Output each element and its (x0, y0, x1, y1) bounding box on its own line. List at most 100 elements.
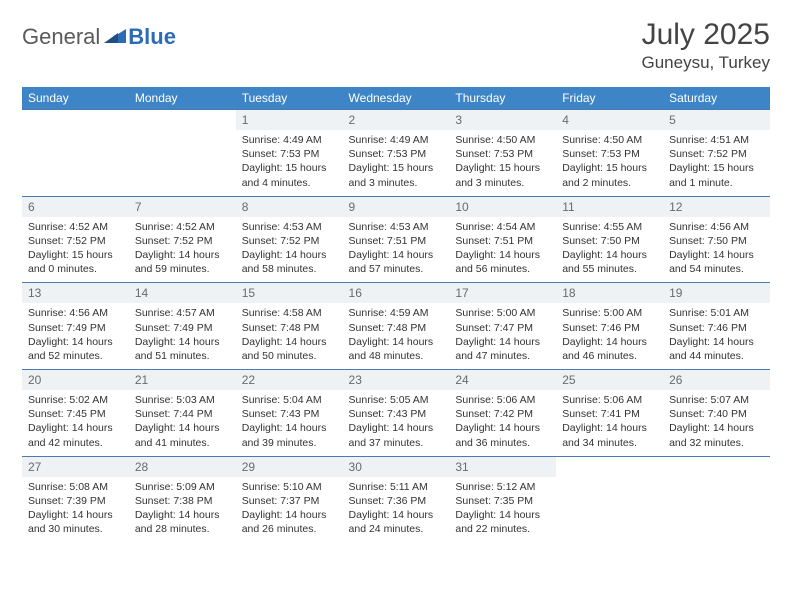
day-content-cell: Sunrise: 4:50 AMSunset: 7:53 PMDaylight:… (449, 130, 556, 196)
day-content-row: Sunrise: 4:49 AMSunset: 7:53 PMDaylight:… (22, 130, 770, 196)
brand-part1: General (22, 24, 100, 50)
day-content-cell: Sunrise: 5:09 AMSunset: 7:38 PMDaylight:… (129, 477, 236, 543)
weekday-header: Saturday (663, 87, 770, 110)
weekday-header: Monday (129, 87, 236, 110)
sunrise-text: Sunrise: 5:01 AM (669, 306, 764, 320)
daylight-text: Daylight: 14 hours and 51 minutes. (135, 335, 230, 363)
sunrise-text: Sunrise: 5:08 AM (28, 480, 123, 494)
day-number-cell: 2 (343, 110, 450, 131)
day-number-cell: 29 (236, 456, 343, 477)
sunset-text: Sunset: 7:42 PM (455, 407, 550, 421)
daylight-text: Daylight: 14 hours and 34 minutes. (562, 421, 657, 449)
day-content-row: Sunrise: 4:52 AMSunset: 7:52 PMDaylight:… (22, 217, 770, 283)
daylight-text: Daylight: 15 hours and 1 minute. (669, 161, 764, 189)
sunrise-text: Sunrise: 5:02 AM (28, 393, 123, 407)
day-content-cell: Sunrise: 5:06 AMSunset: 7:42 PMDaylight:… (449, 390, 556, 456)
daylight-text: Daylight: 14 hours and 59 minutes. (135, 248, 230, 276)
day-number-row: 20212223242526 (22, 370, 770, 391)
day-number-cell: 31 (449, 456, 556, 477)
day-content-cell: Sunrise: 4:49 AMSunset: 7:53 PMDaylight:… (236, 130, 343, 196)
day-number-cell: 1 (236, 110, 343, 131)
sunset-text: Sunset: 7:50 PM (669, 234, 764, 248)
location-label: Guneysu, Turkey (641, 53, 770, 73)
day-number-cell: 6 (22, 196, 129, 217)
day-number-cell (129, 110, 236, 131)
day-number-cell: 21 (129, 370, 236, 391)
sunset-text: Sunset: 7:46 PM (669, 321, 764, 335)
brand-logo: General Blue (22, 24, 176, 50)
day-content-cell: Sunrise: 5:10 AMSunset: 7:37 PMDaylight:… (236, 477, 343, 543)
daylight-text: Daylight: 14 hours and 54 minutes. (669, 248, 764, 276)
day-content-cell: Sunrise: 4:59 AMSunset: 7:48 PMDaylight:… (343, 303, 450, 369)
day-content-cell: Sunrise: 5:01 AMSunset: 7:46 PMDaylight:… (663, 303, 770, 369)
day-number-cell: 17 (449, 283, 556, 304)
day-number-cell: 20 (22, 370, 129, 391)
sunrise-text: Sunrise: 4:49 AM (349, 133, 444, 147)
sunset-text: Sunset: 7:49 PM (28, 321, 123, 335)
weekday-header: Sunday (22, 87, 129, 110)
sunset-text: Sunset: 7:52 PM (669, 147, 764, 161)
day-content-cell (22, 130, 129, 196)
sunset-text: Sunset: 7:44 PM (135, 407, 230, 421)
sunrise-text: Sunrise: 5:00 AM (455, 306, 550, 320)
daylight-text: Daylight: 14 hours and 28 minutes. (135, 508, 230, 536)
daylight-text: Daylight: 15 hours and 3 minutes. (455, 161, 550, 189)
sunset-text: Sunset: 7:39 PM (28, 494, 123, 508)
day-content-cell: Sunrise: 4:51 AMSunset: 7:52 PMDaylight:… (663, 130, 770, 196)
day-content-row: Sunrise: 4:56 AMSunset: 7:49 PMDaylight:… (22, 303, 770, 369)
sunrise-text: Sunrise: 4:50 AM (562, 133, 657, 147)
day-content-cell: Sunrise: 5:04 AMSunset: 7:43 PMDaylight:… (236, 390, 343, 456)
day-content-cell: Sunrise: 4:54 AMSunset: 7:51 PMDaylight:… (449, 217, 556, 283)
sunset-text: Sunset: 7:53 PM (242, 147, 337, 161)
daylight-text: Daylight: 14 hours and 42 minutes. (28, 421, 123, 449)
day-content-cell: Sunrise: 5:07 AMSunset: 7:40 PMDaylight:… (663, 390, 770, 456)
sunset-text: Sunset: 7:37 PM (242, 494, 337, 508)
day-content-cell: Sunrise: 4:49 AMSunset: 7:53 PMDaylight:… (343, 130, 450, 196)
sunset-text: Sunset: 7:36 PM (349, 494, 444, 508)
weekday-header-row: SundayMondayTuesdayWednesdayThursdayFrid… (22, 87, 770, 110)
day-number-cell: 14 (129, 283, 236, 304)
sunset-text: Sunset: 7:53 PM (455, 147, 550, 161)
sunrise-text: Sunrise: 5:06 AM (455, 393, 550, 407)
sunrise-text: Sunrise: 5:03 AM (135, 393, 230, 407)
day-number-cell: 13 (22, 283, 129, 304)
daylight-text: Daylight: 14 hours and 30 minutes. (28, 508, 123, 536)
sunrise-text: Sunrise: 4:52 AM (135, 220, 230, 234)
day-content-cell: Sunrise: 5:06 AMSunset: 7:41 PMDaylight:… (556, 390, 663, 456)
sunrise-text: Sunrise: 4:53 AM (349, 220, 444, 234)
daylight-text: Daylight: 14 hours and 37 minutes. (349, 421, 444, 449)
daylight-text: Daylight: 15 hours and 3 minutes. (349, 161, 444, 189)
weekday-header: Wednesday (343, 87, 450, 110)
sunrise-text: Sunrise: 5:07 AM (669, 393, 764, 407)
title-block: July 2025 Guneysu, Turkey (641, 18, 770, 73)
sunset-text: Sunset: 7:43 PM (242, 407, 337, 421)
day-content-row: Sunrise: 5:08 AMSunset: 7:39 PMDaylight:… (22, 477, 770, 543)
day-content-cell (556, 477, 663, 543)
day-number-cell: 30 (343, 456, 450, 477)
sunrise-text: Sunrise: 5:06 AM (562, 393, 657, 407)
brand-triangle-icon (104, 27, 126, 48)
day-number-cell: 11 (556, 196, 663, 217)
sunset-text: Sunset: 7:52 PM (242, 234, 337, 248)
day-content-cell: Sunrise: 4:52 AMSunset: 7:52 PMDaylight:… (22, 217, 129, 283)
daylight-text: Daylight: 14 hours and 55 minutes. (562, 248, 657, 276)
day-number-cell: 15 (236, 283, 343, 304)
daylight-text: Daylight: 14 hours and 57 minutes. (349, 248, 444, 276)
sunset-text: Sunset: 7:35 PM (455, 494, 550, 508)
day-number-cell: 16 (343, 283, 450, 304)
sunrise-text: Sunrise: 5:00 AM (562, 306, 657, 320)
sunrise-text: Sunrise: 5:12 AM (455, 480, 550, 494)
sunset-text: Sunset: 7:48 PM (349, 321, 444, 335)
day-number-cell: 26 (663, 370, 770, 391)
day-number-cell: 18 (556, 283, 663, 304)
daylight-text: Daylight: 14 hours and 24 minutes. (349, 508, 444, 536)
sunset-text: Sunset: 7:47 PM (455, 321, 550, 335)
day-number-cell: 24 (449, 370, 556, 391)
day-number-cell: 7 (129, 196, 236, 217)
sunrise-text: Sunrise: 4:59 AM (349, 306, 444, 320)
sunrise-text: Sunrise: 4:58 AM (242, 306, 337, 320)
sunrise-text: Sunrise: 4:53 AM (242, 220, 337, 234)
sunset-text: Sunset: 7:52 PM (135, 234, 230, 248)
sunrise-text: Sunrise: 5:05 AM (349, 393, 444, 407)
brand-part2: Blue (128, 24, 176, 50)
